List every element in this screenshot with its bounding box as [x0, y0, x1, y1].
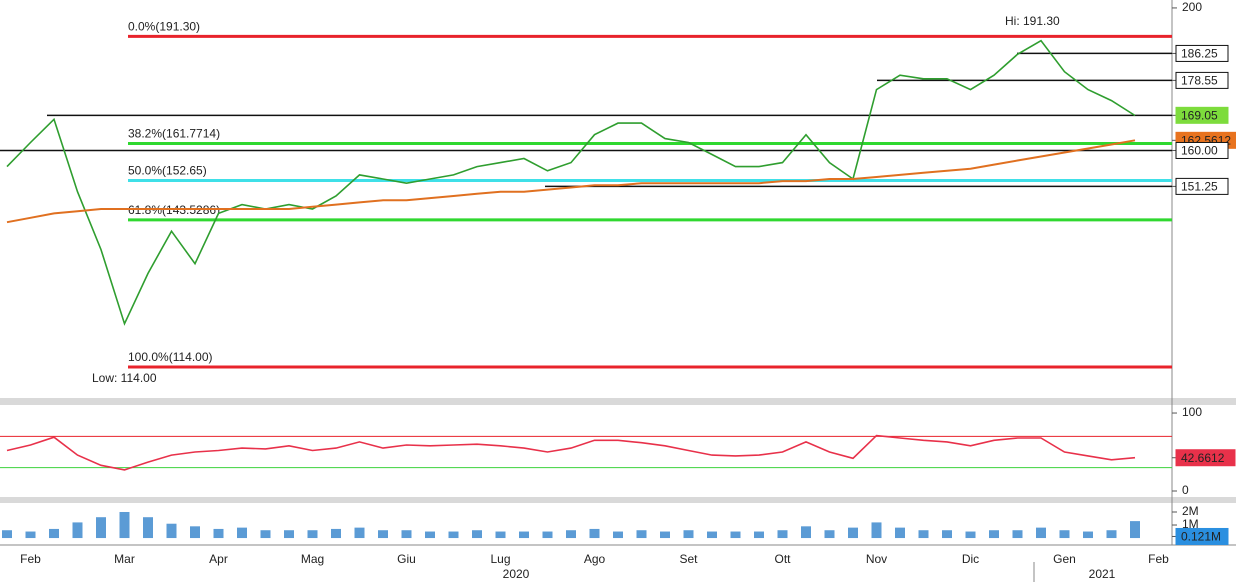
- annotation: Hi: 191.30: [1005, 14, 1060, 28]
- y-tick-label-box: [1175, 44, 1229, 62]
- x-tick-label: Feb: [20, 552, 41, 566]
- volume-bar: [636, 530, 647, 539]
- fib-label: 100.0%(114.00): [128, 350, 213, 364]
- fib-label: 50.0%(152.65): [128, 164, 207, 178]
- x-tick-label: Nov: [866, 552, 887, 566]
- volume-bar: [707, 531, 717, 539]
- x-tick-label: Ago: [584, 552, 606, 566]
- y-tick-label: 0: [1182, 483, 1189, 497]
- volume-bar: [542, 531, 553, 539]
- y-tick-label-box: [1175, 106, 1229, 124]
- volume-bar: [942, 530, 952, 539]
- y-tick-label: 100: [1182, 405, 1202, 419]
- x-tick-label: Set: [679, 552, 698, 566]
- fib-label: 38.2%(161.7714): [128, 127, 220, 141]
- x-tick-label: Mar: [114, 552, 135, 566]
- x-tick-label: Ott: [774, 552, 791, 566]
- y-tick-label: 1M: [1182, 517, 1199, 531]
- y-tick-label-box: [1175, 449, 1236, 467]
- y-tick-label: 151.25: [1181, 180, 1218, 194]
- y-tick-label: 0.121M: [1181, 530, 1221, 544]
- series-line: [6, 434, 1136, 471]
- volume-bar: [72, 522, 83, 539]
- y-tick-label: 178.55: [1181, 74, 1218, 88]
- y-tick-label: 200: [1182, 0, 1202, 14]
- x-tick-label: Lug: [490, 552, 510, 566]
- fib-label: 0.0%(191.30): [128, 20, 200, 34]
- annotation: Low: 114.00: [92, 371, 157, 385]
- panel-separator: [0, 497, 1236, 503]
- volume-bar: [589, 528, 600, 539]
- panel-separator: [0, 398, 1236, 405]
- volume-bar: [824, 530, 835, 539]
- y-tick-label-box: [1175, 527, 1229, 545]
- volume-bar: [190, 526, 200, 539]
- volume-bar: [519, 531, 529, 539]
- volume-bar: [566, 530, 576, 539]
- y-tick-label: 160.00: [1181, 144, 1218, 158]
- volume-bar: [1130, 521, 1140, 539]
- volume-bar: [2, 530, 12, 539]
- y-tick-label-box: [1175, 177, 1229, 195]
- volume-bar: [49, 528, 59, 539]
- x-tick-label: Giu: [397, 552, 416, 566]
- volume-bar: [284, 530, 294, 539]
- volume-bar: [848, 527, 858, 539]
- volume-bar: [425, 531, 435, 539]
- volume-bar: [378, 530, 388, 539]
- volume-bar: [1012, 530, 1023, 539]
- volume-bar: [237, 527, 247, 539]
- volume-bar: [495, 531, 506, 539]
- volume-bar: [660, 531, 670, 539]
- y-tick-label-box: [1175, 71, 1229, 89]
- volume-bar: [1036, 527, 1046, 539]
- volume-bar: [1106, 530, 1117, 539]
- volume-bar: [96, 517, 106, 539]
- volume-bar: [918, 530, 929, 539]
- volume-bar: [730, 531, 741, 539]
- x-tick-label: Feb: [1148, 552, 1169, 566]
- series-line: [6, 39, 1136, 326]
- volume-bar: [777, 530, 788, 539]
- volume-bar: [965, 531, 976, 539]
- volume-bar: [401, 530, 412, 539]
- volume-bar: [354, 527, 365, 539]
- year-label: 2021: [1089, 567, 1116, 581]
- volume-bar: [472, 530, 482, 539]
- x-tick-label: Dic: [962, 552, 979, 566]
- series-line: [6, 139, 1136, 224]
- volume-bar: [166, 523, 177, 539]
- y-tick-label: 186.25: [1181, 47, 1218, 61]
- y-tick-label-box: [1175, 141, 1229, 159]
- volume-bar: [1083, 531, 1093, 539]
- volume-bar: [307, 530, 318, 539]
- y-tick-label: 2M: [1182, 504, 1199, 518]
- y-tick-label: 42.6612: [1181, 451, 1225, 465]
- volume-bar: [260, 530, 271, 539]
- y-tick-label: 169.05: [1181, 108, 1218, 122]
- volume-bar: [683, 530, 694, 539]
- volume-bar: [331, 528, 341, 539]
- volume-bar: [989, 530, 999, 539]
- volume-bar: [613, 531, 623, 539]
- volume-bar: [448, 531, 459, 539]
- volume-bar: [801, 526, 811, 539]
- volume-bar: [754, 531, 764, 539]
- volume-bar: [119, 511, 130, 539]
- volume-bar: [1059, 530, 1070, 539]
- volume-bar: [143, 517, 153, 539]
- x-tick-label: Gen: [1053, 552, 1076, 566]
- volume-bar: [25, 531, 36, 539]
- x-tick-label: Mag: [301, 552, 324, 566]
- fib-label: 61.8%(143.5286): [128, 203, 220, 217]
- volume-bar: [213, 528, 224, 539]
- volume-bar: [895, 527, 905, 539]
- volume-bar: [871, 522, 882, 539]
- year-label: 2020: [503, 567, 530, 581]
- x-tick-label: Apr: [209, 552, 228, 566]
